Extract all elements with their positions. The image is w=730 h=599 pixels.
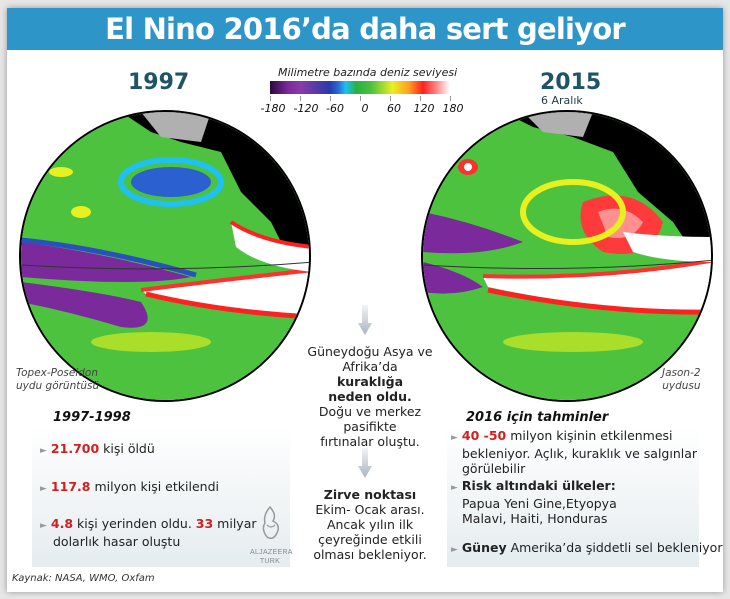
forecast-text: bekleniyor. Açlık, kuraklık ve salgınlar	[462, 446, 698, 461]
fact-displaced: ► 4.8 kişi yerinden oldu. 33 milyar dolar…	[40, 516, 257, 549]
forecast-affected: ► 40 -50 milyon kişinin etkilenmesi bekle…	[451, 428, 697, 476]
bullet-arrow-icon: ►	[40, 521, 47, 531]
tick-mark	[300, 96, 301, 101]
forecast-text: görülebilir	[462, 461, 526, 476]
peak-line: Ekim- Ocak arası.	[315, 502, 425, 517]
flood-bold: Güney	[461, 540, 507, 555]
aljazeera-calligraphy-icon	[262, 505, 280, 540]
caption-line: Jason-2	[662, 367, 701, 379]
peak-line: olması bekleniyor.	[313, 547, 427, 562]
fact-text: dolarlık hasar oluştu	[53, 534, 181, 549]
fact-affected: ► 117.8 milyon kişi etkilendi	[40, 479, 219, 497]
tick-label: 120	[413, 102, 435, 115]
tick-mark	[360, 96, 361, 101]
right-satellite-caption: Jason-2 uydusu	[662, 367, 701, 393]
peak-line: Ancak yılın ilk	[326, 517, 414, 532]
color-scale-bar	[270, 81, 450, 94]
impact-line-bold: neden oldu.	[328, 389, 412, 404]
middle-peak-text: Zirve noktası Ekim- Ocak arası. Ancak yı…	[290, 487, 450, 562]
peak-title: Zirve noktası	[323, 487, 417, 502]
fact-text: milyon kişi etkilendi	[90, 479, 219, 494]
peak-line: çeyreğinde etkili	[318, 532, 422, 547]
right-date: 6 Aralık	[541, 94, 583, 107]
left-satellite-caption: Topex-Poseidon uydu görüntüsü	[16, 367, 99, 393]
bullet-arrow-icon: ►	[451, 483, 458, 493]
tick-mark	[420, 96, 421, 101]
forecast-flood: ► Güney Amerika’da şiddetli sel bekleniyo…	[451, 540, 722, 558]
impact-line: fırtınalar oluştu.	[320, 434, 420, 449]
left-year: 1997	[128, 70, 190, 95]
tick-mark	[270, 96, 271, 101]
impact-line: pasifikte	[343, 419, 397, 434]
tick-label: 180	[442, 102, 464, 115]
highlight-number: 40 -50	[461, 428, 507, 443]
tick-label: 60	[387, 102, 401, 115]
highlight-number: 117.8	[50, 479, 91, 494]
bullet-arrow-icon: ►	[40, 446, 47, 456]
left-facts-panel	[32, 425, 290, 567]
page-title: El Nino 2016’da daha sert geliyor	[7, 8, 723, 50]
fact-deaths: ► 21.700 kişi öldü	[40, 441, 155, 459]
fact-text: kişi öldü	[99, 441, 155, 456]
right-year: 2015	[540, 70, 602, 95]
tick-mark	[450, 96, 451, 101]
down-arrow-icon	[358, 305, 372, 335]
right-forecast-panel	[447, 425, 699, 567]
tick-label: -180	[260, 102, 286, 115]
down-arrow-icon	[358, 448, 372, 478]
caption-line: uydu görüntüsü	[16, 380, 100, 392]
fact-text: milyar	[213, 516, 257, 531]
globe-2015-map	[421, 110, 713, 402]
forecast-text: milyon kişinin etkilenmesi	[506, 428, 673, 443]
caption-line: Topex-Poseidon	[16, 367, 99, 379]
globe-1997-map	[19, 110, 311, 402]
tick-label: -120	[293, 102, 319, 115]
highlight-number: 4.8	[50, 516, 74, 531]
highlight-number: 21.700	[50, 441, 100, 456]
tick-label: -60	[326, 102, 344, 115]
logo-text: ALJAZEERA	[250, 549, 293, 556]
left-panel-title: 1997-1998	[53, 410, 131, 425]
highlight-number: 33	[195, 516, 214, 531]
forecast-risk-countries: ► Risk altındaki ülkeler: Papua Yeni Gine…	[451, 478, 617, 526]
impact-line: Güneydoğu Asya ve Afrika’da	[307, 344, 433, 374]
flood-text: Amerika’da şiddetli sel bekleniyor	[506, 540, 723, 555]
logo-text: TURK	[259, 558, 281, 565]
tick-mark	[330, 96, 331, 101]
bullet-arrow-icon: ►	[40, 484, 47, 494]
tick-mark	[390, 96, 391, 101]
aljazeera-logo: ALJAZEERA TURK	[250, 505, 293, 565]
right-panel-title: 2016 için tahminler	[466, 410, 609, 425]
bullet-arrow-icon: ►	[451, 545, 458, 555]
legend-title: Milimetre bazında deniz seviyesi	[278, 66, 458, 79]
caption-line: uydusu	[662, 380, 701, 392]
bullet-arrow-icon: ►	[451, 433, 458, 443]
risk-countries: Malavi, Haiti, Honduras	[462, 511, 608, 526]
tick-label: 0	[361, 102, 369, 115]
risk-countries: Papua Yeni Gine,Etyopya	[462, 496, 617, 511]
middle-impact-text: Güneydoğu Asya ve Afrika’da kuraklığa ne…	[280, 344, 460, 449]
risk-title: Risk altındaki ülkeler:	[461, 478, 616, 493]
fact-text: kişi yerinden oldu.	[73, 516, 196, 531]
impact-line-bold: kuraklığa	[336, 374, 404, 389]
source-credit: Kaynak: NASA, WMO, Oxfam	[12, 573, 155, 584]
impact-line: Doğu ve merkez	[318, 404, 422, 419]
